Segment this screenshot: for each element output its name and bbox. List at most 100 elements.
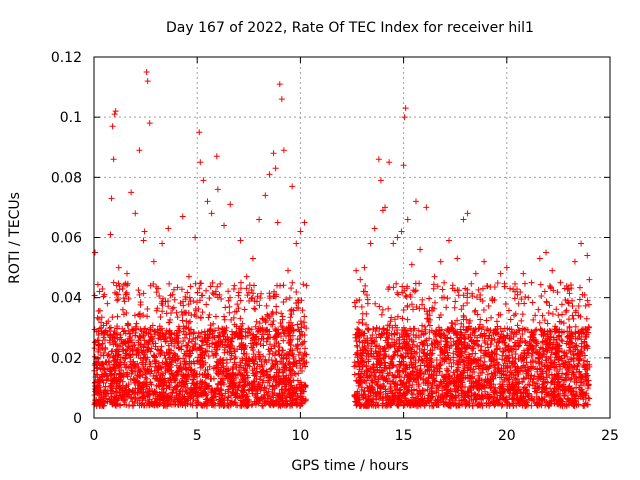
data-point	[251, 372, 258, 379]
data-point	[394, 402, 401, 409]
data-point	[491, 284, 498, 291]
data-point	[400, 307, 407, 314]
data-point	[124, 369, 131, 376]
data-point	[132, 332, 139, 339]
data-point	[179, 311, 186, 318]
data-point	[156, 375, 163, 382]
data-point	[505, 307, 512, 314]
data-point	[356, 338, 363, 345]
data-point	[404, 401, 411, 408]
data-point	[206, 343, 213, 350]
data-point	[94, 384, 101, 391]
data-point	[197, 344, 204, 351]
data-point	[483, 317, 490, 324]
data-point	[426, 312, 433, 319]
data-point	[140, 290, 147, 297]
data-point	[536, 384, 543, 391]
data-point	[536, 374, 543, 381]
data-point	[230, 365, 237, 372]
data-point	[363, 321, 370, 328]
data-point	[561, 392, 568, 399]
data-point	[159, 308, 166, 315]
data-point	[268, 357, 275, 364]
data-point	[416, 398, 423, 405]
data-point	[216, 333, 223, 340]
data-point	[182, 352, 189, 359]
data-point	[100, 379, 107, 386]
data-point	[106, 325, 113, 332]
data-point	[216, 396, 223, 403]
data-point	[194, 299, 201, 306]
data-point	[578, 336, 585, 343]
data-point	[94, 355, 101, 362]
data-point	[144, 313, 151, 320]
data-point	[472, 307, 479, 314]
data-point	[379, 355, 386, 362]
data-point	[232, 402, 239, 409]
data-point	[170, 375, 177, 382]
data-point	[287, 377, 294, 384]
data-point	[171, 352, 178, 359]
data-point	[581, 291, 588, 298]
data-point	[282, 361, 289, 368]
data-point	[288, 285, 295, 292]
data-point	[212, 350, 219, 357]
data-point	[240, 350, 247, 357]
data-point	[501, 339, 508, 346]
data-point	[466, 317, 473, 324]
data-point	[131, 399, 138, 406]
data-point	[579, 393, 586, 400]
data-point	[373, 324, 380, 331]
data-point	[355, 382, 362, 389]
data-point	[545, 355, 552, 362]
data-point	[401, 327, 408, 334]
data-point	[181, 358, 188, 365]
data-point	[528, 363, 535, 370]
data-point	[356, 297, 363, 304]
data-point	[110, 353, 117, 360]
data-point	[468, 345, 475, 352]
data-point	[226, 348, 233, 355]
data-point	[289, 279, 296, 286]
data-point	[186, 353, 193, 360]
data-point	[286, 378, 293, 385]
data-point	[226, 383, 233, 390]
data-point	[569, 364, 576, 371]
data-point	[232, 361, 239, 368]
data-point	[558, 337, 565, 344]
data-point	[384, 370, 391, 377]
data-point	[572, 323, 579, 330]
data-point	[159, 298, 166, 305]
data-point	[210, 320, 217, 327]
data-point	[564, 297, 571, 304]
data-point	[453, 342, 460, 349]
data-point	[401, 402, 408, 409]
data-point	[123, 291, 130, 298]
data-point	[393, 341, 400, 348]
data-point	[137, 367, 144, 374]
data-point	[547, 385, 554, 392]
data-point	[403, 379, 410, 386]
data-point	[100, 361, 107, 368]
data-point	[259, 379, 266, 386]
data-point	[499, 352, 506, 359]
data-point	[409, 353, 416, 360]
data-point	[436, 368, 443, 375]
data-point	[354, 358, 361, 365]
data-point	[466, 402, 473, 409]
data-point	[91, 353, 98, 360]
data-point	[410, 306, 417, 313]
data-point	[423, 308, 430, 315]
data-point	[536, 401, 543, 408]
data-point	[546, 282, 553, 289]
data-point	[128, 365, 135, 372]
data-point	[213, 362, 220, 369]
data-point	[237, 362, 244, 369]
data-point	[233, 364, 240, 371]
data-point	[235, 305, 242, 312]
data-point	[262, 395, 269, 402]
data-point	[273, 309, 280, 316]
data-point	[443, 371, 450, 378]
data-point	[426, 322, 433, 329]
data-point	[474, 311, 481, 318]
